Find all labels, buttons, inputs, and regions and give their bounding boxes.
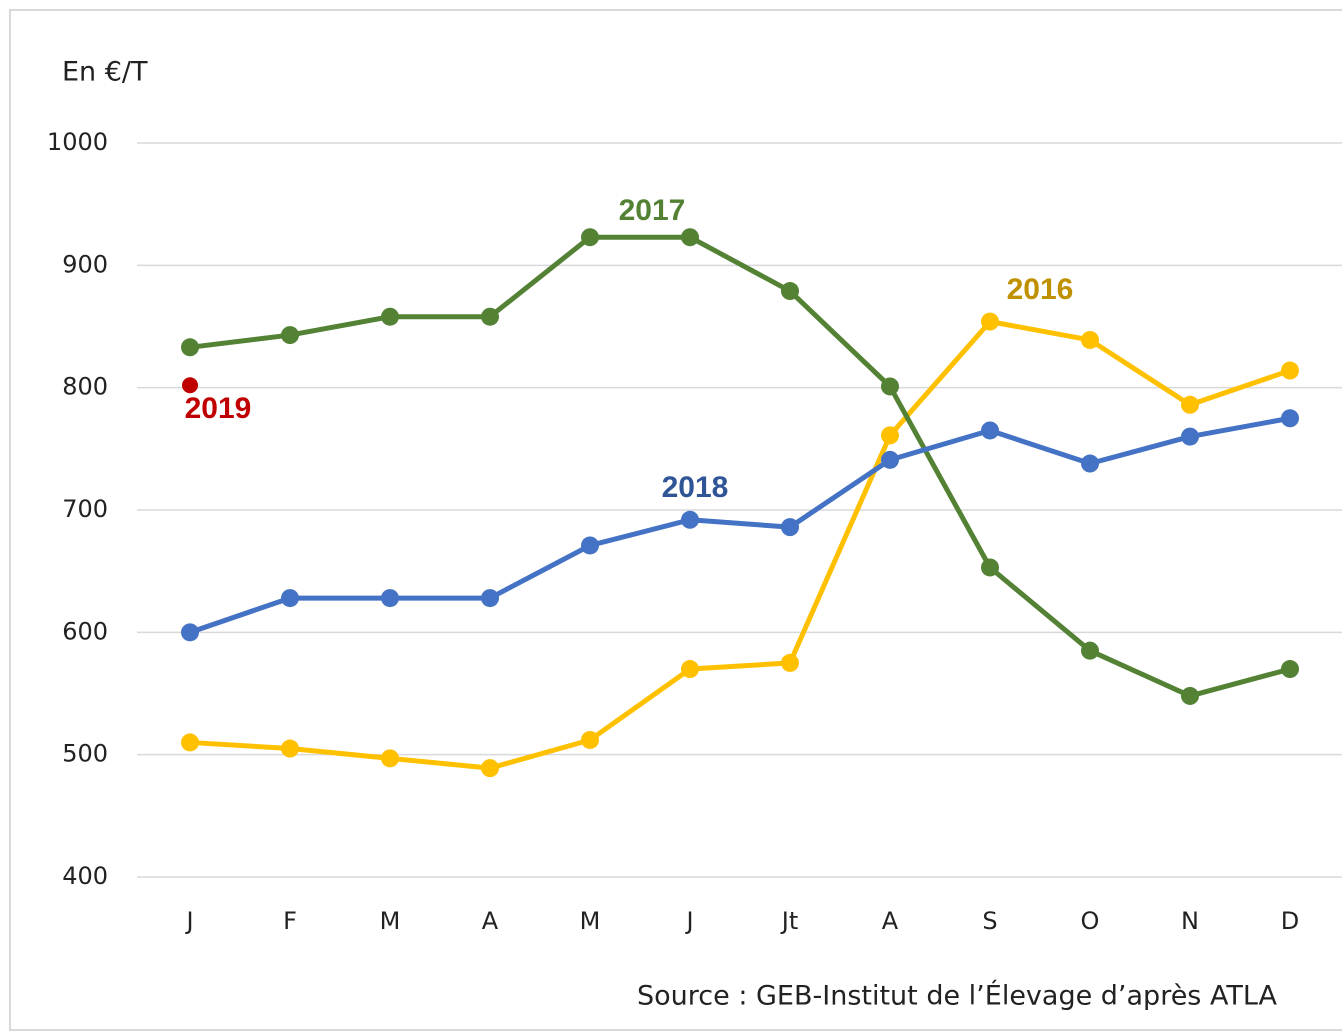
point (1281, 361, 1299, 380)
source: Source : GEB-Institut de l’Élevage d’apr… (637, 980, 1277, 1012)
point (1081, 330, 1099, 349)
series-label: 2018 (662, 471, 729, 504)
x-tick-label: A (882, 907, 899, 935)
point (281, 326, 299, 345)
point (681, 228, 699, 247)
point (881, 377, 899, 396)
y-tick-label: 700 (62, 495, 108, 523)
x-tick-label: D (1281, 907, 1299, 935)
point (981, 421, 999, 440)
point (581, 228, 599, 247)
point (1181, 395, 1199, 414)
point (181, 338, 199, 357)
x-tick-label: S (982, 907, 997, 935)
x-tick-label: N (1181, 907, 1199, 935)
x-tick-label: O (1081, 907, 1100, 935)
y-tick-label: 500 (62, 740, 108, 768)
x-tick-label: J (684, 907, 693, 935)
point (381, 749, 399, 768)
point (481, 589, 499, 608)
series-line (189, 415, 1291, 635)
point (181, 623, 199, 642)
point (182, 377, 198, 394)
point (181, 733, 199, 752)
point (1181, 686, 1199, 705)
y-tick-label: 900 (62, 250, 108, 278)
x-tick-label: M (580, 907, 601, 935)
y-axis-label: En €/T (62, 57, 148, 88)
series-label: 2017 (619, 194, 686, 227)
series-line (189, 319, 1291, 771)
point (581, 730, 599, 749)
x-tick-label: Jt (780, 907, 799, 935)
point (781, 653, 799, 672)
y-tick-label: 800 (62, 373, 108, 401)
point (1081, 641, 1099, 660)
point (781, 282, 799, 301)
x-tick-label: J (184, 907, 193, 935)
y-tick-label: 400 (62, 862, 108, 890)
point (681, 510, 699, 529)
point (881, 426, 899, 445)
point (1181, 427, 1199, 446)
point (581, 536, 599, 555)
point (981, 312, 999, 331)
point (1081, 454, 1099, 473)
point (281, 739, 299, 758)
point (681, 660, 699, 679)
point (1281, 660, 1299, 679)
point (481, 759, 499, 778)
point (981, 558, 999, 577)
y-tick-label: 600 (62, 617, 108, 645)
point (381, 307, 399, 326)
series-label: 2016 (1007, 273, 1074, 306)
x-tick-label: F (283, 907, 297, 935)
y-tick-label: 1000 (47, 128, 108, 156)
point (481, 307, 499, 326)
x-tick-label: A (482, 907, 499, 935)
point (881, 450, 899, 469)
point (381, 589, 399, 608)
series-label: 2019 (185, 392, 252, 425)
chart-frame (9, 9, 1342, 1031)
x-tick-label: M (380, 907, 401, 935)
point (1281, 409, 1299, 428)
series-line (189, 234, 1291, 699)
point (781, 518, 799, 537)
point (281, 589, 299, 608)
